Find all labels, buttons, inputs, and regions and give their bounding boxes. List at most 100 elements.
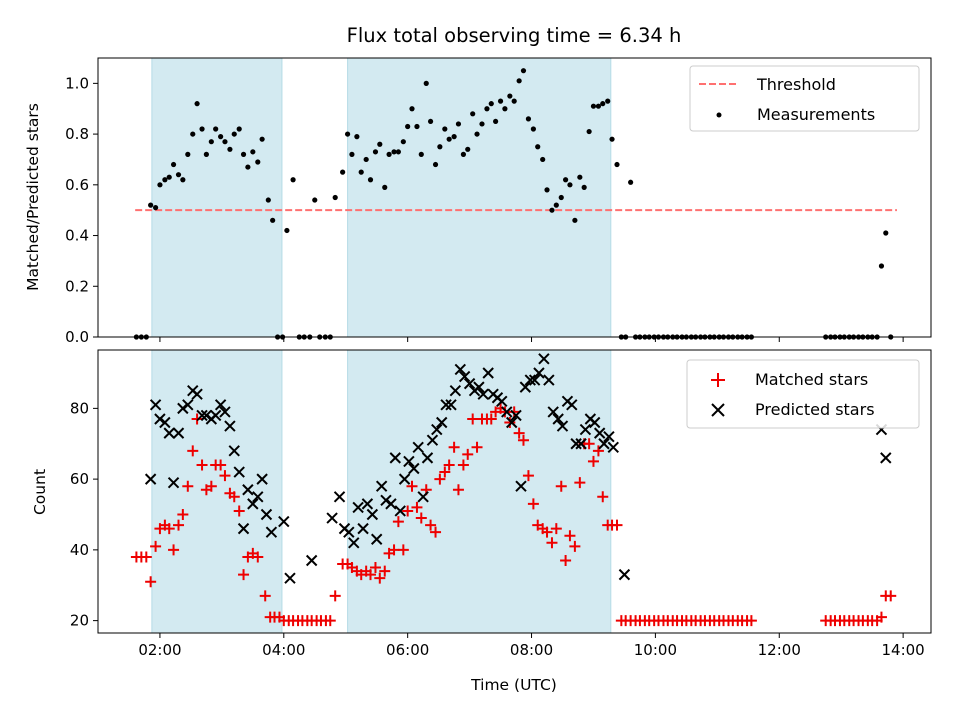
measurement-point [255, 159, 261, 165]
predicted-star-point [445, 399, 457, 411]
predicted-star-point [566, 399, 578, 411]
legend-predicted-swatch [711, 403, 725, 417]
matched-star-point [452, 484, 464, 496]
matched-star-point [439, 466, 451, 478]
matched-star-point [513, 427, 525, 439]
matched-star-point [219, 470, 231, 482]
matched-star-point [329, 590, 341, 602]
x-tick-label: 06:00 [386, 641, 429, 659]
matched-star-point [411, 501, 423, 513]
predicted-star-point [154, 413, 166, 425]
matched-star-point [583, 438, 595, 450]
predicted-star-point [366, 508, 379, 521]
matched-star-point [187, 445, 199, 457]
measurement-point [340, 169, 346, 175]
y-tick-label: 0.4 [65, 227, 89, 245]
predicted-star-point [449, 384, 462, 397]
matched-star-point [324, 615, 336, 627]
matched-star-point [228, 491, 240, 503]
matched-star-point [430, 526, 442, 538]
matched-star-point [252, 551, 264, 563]
measurement-point [157, 182, 163, 188]
measurement-point [231, 131, 237, 137]
top-y-axis-label: Matched/Predicted stars [24, 103, 42, 291]
matched-star-point [173, 519, 185, 531]
predicted-star-point [224, 420, 236, 432]
measurement-point [581, 184, 587, 190]
matched-star-point [508, 406, 520, 418]
predicted-star-point [398, 473, 411, 485]
measurement-point [567, 182, 573, 188]
predicted-star-point [570, 438, 582, 450]
predicted-star-point [543, 374, 555, 386]
measurement-point [250, 149, 256, 155]
measurement-point [259, 136, 265, 142]
predicted-star-point [496, 395, 508, 408]
matched-star-point [392, 516, 404, 528]
measurement-point [391, 149, 397, 155]
measurement-point [236, 126, 242, 132]
matched-star-point [560, 554, 572, 566]
predicted-star-point [385, 498, 397, 510]
matched-star-point [415, 512, 427, 524]
predicted-star-point [357, 522, 369, 535]
measurement-point [883, 230, 889, 236]
measurement-point [382, 184, 388, 190]
y-tick-label: 0.8 [65, 125, 89, 143]
matched-star-point [163, 523, 175, 535]
measurement-point [470, 111, 476, 117]
x-axis-label: Time (UTC) [470, 676, 557, 694]
predicted-star-point [524, 374, 537, 386]
predicted-star-point [603, 430, 615, 443]
predicted-star-point [177, 402, 189, 415]
predicted-star-point [598, 438, 610, 450]
predicted-star-point [417, 491, 429, 503]
x-tick-label: 14:00 [882, 641, 925, 659]
y-tick-label: 40 [70, 541, 89, 559]
measurement-point [595, 103, 602, 109]
predicted-star-point [501, 406, 513, 418]
y-tick-label: 1.0 [65, 74, 89, 92]
measurement-point [190, 131, 196, 137]
matched-star-point [425, 519, 437, 531]
x-tick-label: 04:00 [262, 641, 305, 659]
predicted-star-point [278, 515, 290, 528]
predicted-star-point [305, 554, 318, 567]
predicted-star-point [552, 413, 564, 425]
y-tick-label: 0.2 [65, 277, 89, 295]
bottom-legend: Matched stars Predicted stars [686, 359, 920, 429]
y-tick-label: 80 [70, 399, 89, 417]
bottom-y-ticks: 20 40 60 80 [70, 399, 98, 630]
measurement-point [218, 134, 224, 140]
legend-threshold-label: Threshold [756, 75, 836, 94]
matched-star-point [564, 530, 576, 542]
measurement-point [372, 149, 379, 155]
predicted-star-point [172, 427, 185, 439]
observing-intervals-bottom [151, 349, 612, 634]
predicted-star-point [473, 381, 485, 393]
matched-star-point [374, 572, 386, 584]
observing-interval-0 [151, 349, 283, 634]
measurement-point [562, 177, 569, 183]
measurement-point [194, 101, 200, 107]
measurement-point [395, 149, 401, 155]
predicted-star-point [506, 416, 518, 429]
predicted-star-point [375, 480, 388, 492]
measurement-point [465, 146, 471, 152]
predicted-star-point [214, 399, 227, 411]
bottom-x-ticks: 02:00 04:00 06:00 08:00 10:00 12:00 14:00 [138, 633, 925, 659]
measurement-point [600, 101, 606, 107]
measurement-point [488, 101, 494, 107]
predicted-star-point [463, 377, 476, 390]
top-y-ticks: 0.0 0.2 0.4 0.6 0.8 1.0 [65, 74, 98, 346]
measurement-point [535, 144, 541, 150]
matched-star-point [457, 459, 469, 471]
x-tick-label: 10:00 [634, 641, 677, 659]
measurement-point [474, 131, 480, 137]
measurement-point [484, 106, 490, 112]
matched-star-point [462, 448, 474, 460]
measurement-point [414, 123, 420, 130]
matched-star-point [611, 519, 623, 531]
legend-matched-swatch [711, 373, 725, 387]
measurement-point [525, 116, 532, 122]
